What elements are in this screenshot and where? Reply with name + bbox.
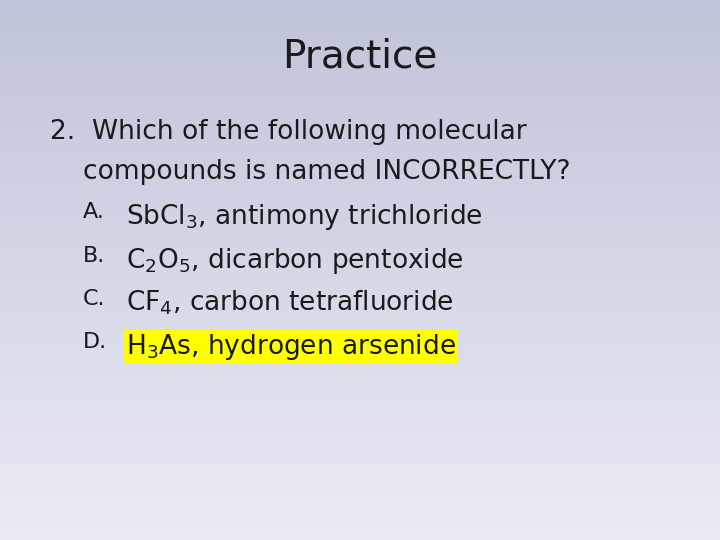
Text: A.: A. — [83, 202, 104, 222]
Text: C.: C. — [83, 289, 105, 309]
Text: compounds is named INCORRECTLY?: compounds is named INCORRECTLY? — [83, 159, 570, 185]
Text: 2.  Which of the following molecular: 2. Which of the following molecular — [50, 119, 527, 145]
Text: SbCl$_3$, antimony trichloride: SbCl$_3$, antimony trichloride — [126, 202, 483, 233]
Text: C$_2$O$_5$, dicarbon pentoxide: C$_2$O$_5$, dicarbon pentoxide — [126, 246, 464, 276]
Text: D.: D. — [83, 332, 107, 352]
Text: H$_3$As, hydrogen arsenide: H$_3$As, hydrogen arsenide — [126, 332, 456, 362]
Text: CF$_4$, carbon tetrafluoride: CF$_4$, carbon tetrafluoride — [126, 289, 454, 318]
Text: B.: B. — [83, 246, 105, 266]
Text: Practice: Practice — [282, 38, 438, 76]
